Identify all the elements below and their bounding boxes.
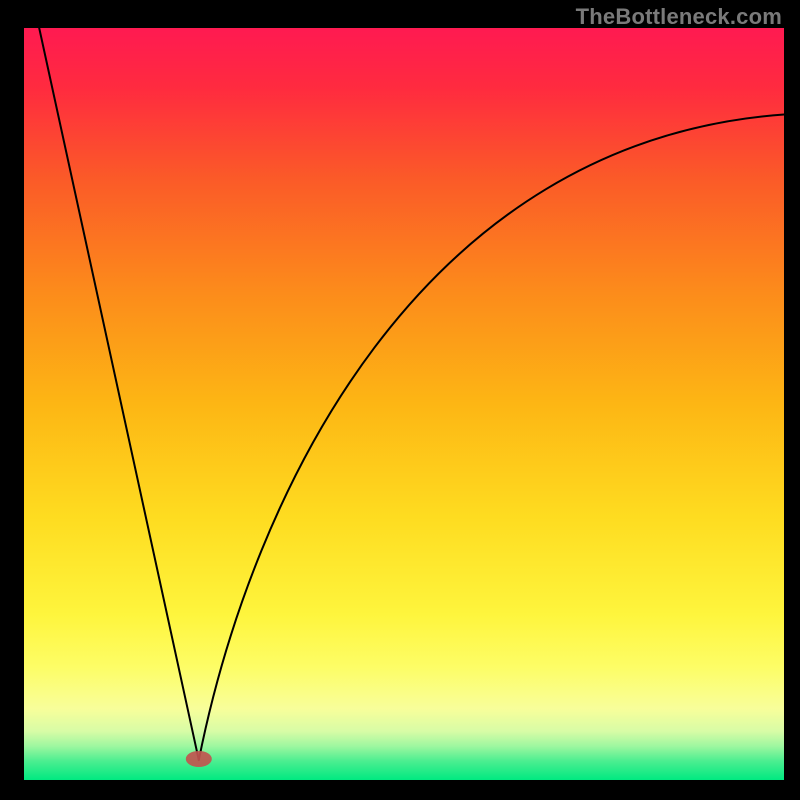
watermark-text: TheBottleneck.com bbox=[576, 4, 782, 30]
plot-background bbox=[24, 28, 784, 780]
bottleneck-plot bbox=[24, 28, 784, 780]
chart-frame: TheBottleneck.com bbox=[0, 0, 800, 800]
optimal-marker bbox=[186, 751, 212, 767]
